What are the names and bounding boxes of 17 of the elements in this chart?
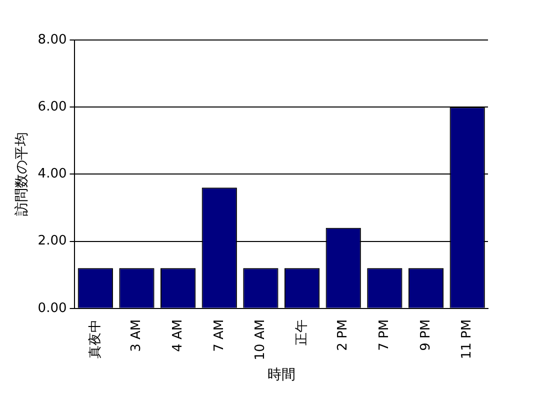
y-tick-label: 4.00 (38, 166, 67, 182)
x-tick-label: 7 PM (377, 319, 392, 351)
x-tick-label: 3 AM (129, 319, 144, 352)
x-tick-label: 10 AM (253, 319, 268, 360)
y-tick-label: 8.00 (38, 32, 67, 48)
y-tick-label: 6.00 (38, 99, 67, 114)
x-tick-label: 11 PM (460, 319, 475, 360)
y-axis-title: 訪問数の平均 (14, 132, 30, 216)
x-tick-label: 2 PM (336, 319, 351, 351)
x-axis-title: 時間 (267, 367, 296, 384)
x-tick-label: 7 AM (212, 319, 227, 352)
x-tick-label: 9 PM (418, 319, 434, 351)
x-tick-label: 正午 (294, 319, 310, 346)
x-tick-label: 4 AM (170, 319, 186, 352)
y-tick-label: 2.00 (38, 234, 67, 249)
y-tick-label: 0.00 (38, 300, 67, 316)
x-tick-label: 真夜中 (86, 319, 103, 358)
